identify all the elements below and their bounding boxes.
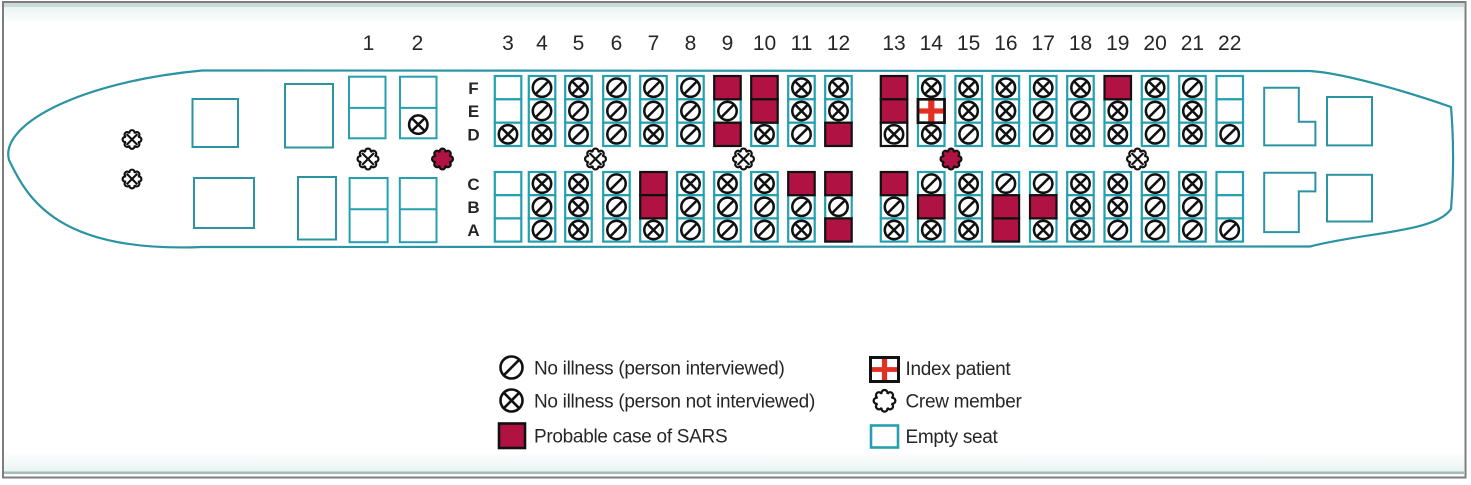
svg-text:F: F <box>468 79 478 98</box>
svg-text:20: 20 <box>1143 32 1166 55</box>
svg-text:10: 10 <box>753 32 776 55</box>
svg-text:B: B <box>467 198 479 217</box>
svg-text:21: 21 <box>1181 32 1204 55</box>
svg-text:8: 8 <box>685 32 697 55</box>
svg-text:Index patient: Index patient <box>906 359 1012 380</box>
svg-text:4: 4 <box>536 32 548 55</box>
svg-text:12: 12 <box>827 32 850 55</box>
svg-text:6: 6 <box>611 32 623 55</box>
svg-text:A: A <box>467 221 479 240</box>
svg-text:14: 14 <box>920 32 944 55</box>
svg-text:E: E <box>468 102 479 121</box>
svg-text:3: 3 <box>502 32 514 55</box>
svg-text:C: C <box>467 175 479 194</box>
svg-text:9: 9 <box>722 32 734 55</box>
svg-text:15: 15 <box>957 32 980 55</box>
svg-text:7: 7 <box>648 32 660 55</box>
svg-text:19: 19 <box>1106 32 1129 55</box>
svg-text:No illness (person not intervi: No illness (person not interviewed) <box>534 392 815 413</box>
svg-text:18: 18 <box>1069 32 1092 55</box>
svg-text:2: 2 <box>412 32 424 55</box>
svg-text:D: D <box>467 126 479 145</box>
svg-text:5: 5 <box>573 32 585 55</box>
svg-text:No illness (person interviewed: No illness (person interviewed) <box>534 359 784 380</box>
svg-text:Empty seat: Empty seat <box>906 427 999 448</box>
svg-text:16: 16 <box>994 32 1017 55</box>
svg-text:22: 22 <box>1218 32 1241 55</box>
svg-text:13: 13 <box>882 32 905 55</box>
svg-text:Crew member: Crew member <box>906 392 1023 413</box>
svg-text:11: 11 <box>791 32 813 55</box>
svg-text:1: 1 <box>363 32 375 55</box>
svg-text:17: 17 <box>1032 32 1055 55</box>
svg-text:Probable case of SARS: Probable case of SARS <box>534 427 727 448</box>
